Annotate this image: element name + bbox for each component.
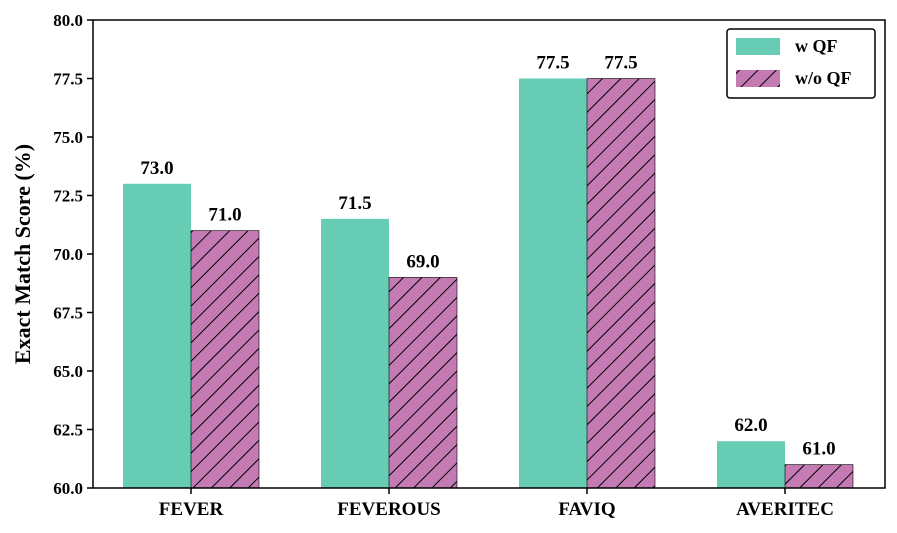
y-tick-label: 60.0 <box>53 479 83 498</box>
legend: w QF w/o QF <box>726 28 876 99</box>
x-tick-label-fever: FEVER <box>159 499 224 520</box>
legend-label-wo-qf: w/o QF <box>795 68 852 88</box>
bar-value-label: 77.5 <box>604 53 637 74</box>
legend-swatch-wo-qf <box>736 70 780 87</box>
y-axis-ticks: 60.0 62.5 65.0 67.5 70.0 72.5 75.0 77.5 80.0 <box>53 11 93 498</box>
bar-feverous-w-qf <box>321 218 389 488</box>
y-tick-label: 75.0 <box>53 128 83 147</box>
bar-value-label: 77.5 <box>536 53 569 74</box>
bar-faviq-w-qf <box>519 78 587 488</box>
y-tick-label: 62.5 <box>53 421 83 440</box>
y-tick-label: 72.5 <box>53 187 83 206</box>
bar-fever-w-qf <box>123 183 191 489</box>
legend-label-w-qf: w QF <box>795 36 838 56</box>
bar-fever-wo-qf <box>190 230 260 489</box>
bar-value-label: 61.0 <box>802 439 835 460</box>
y-tick-label: 77.5 <box>53 70 83 89</box>
bar-value-label: 62.0 <box>734 415 767 436</box>
bar-value-label: 71.0 <box>208 205 241 226</box>
bar-value-label: 71.5 <box>338 193 371 214</box>
bar-value-labels: 73.0 71.0 71.5 69.0 77.5 77.5 62.0 61.0 <box>140 53 835 460</box>
bar-faviq-wo-qf <box>586 78 656 489</box>
y-tick-label: 80.0 <box>53 11 83 30</box>
y-tick-label: 65.0 <box>53 362 83 381</box>
bars <box>123 78 854 489</box>
x-tick-label-feverous: FEVEROUS <box>337 499 440 520</box>
y-tick-label: 70.0 <box>53 245 83 264</box>
bar-averitec-wo-qf <box>784 464 854 489</box>
legend-swatch-w-qf <box>736 38 780 55</box>
bar-value-label: 69.0 <box>406 251 439 272</box>
y-axis-label: Exact Match Score (%) <box>10 144 35 364</box>
bar-averitec-w-qf <box>717 441 785 488</box>
bar-feverous-wo-qf <box>388 277 458 489</box>
plot-frame <box>92 19 886 489</box>
y-tick-label: 67.5 <box>53 304 83 323</box>
bar-value-label: 73.0 <box>140 158 173 179</box>
x-axis-ticks: FEVER FEVEROUS FAVIQ AVERITEC <box>159 488 834 520</box>
x-tick-label-faviq: FAVIQ <box>558 499 615 520</box>
x-tick-label-averitec: AVERITEC <box>736 499 834 520</box>
